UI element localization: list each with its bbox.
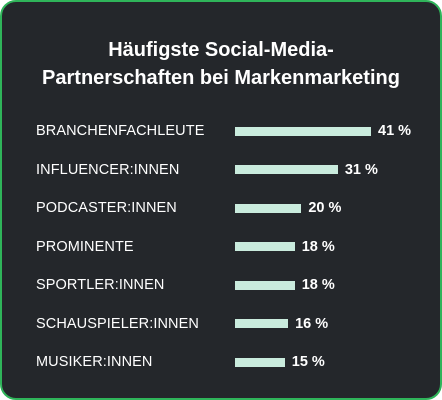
bar: [235, 203, 302, 213]
value-label: 16 %: [295, 315, 329, 332]
category-label: SCHAUSPIELER:INNEN: [36, 315, 199, 332]
bar: [235, 319, 289, 328]
bar: [235, 242, 295, 251]
value-label: 41 %: [378, 123, 412, 139]
category-label: SPORTLER:INNEN: [36, 277, 165, 293]
bar: [235, 280, 295, 290]
value-label: 20 %: [308, 200, 342, 216]
chart-title-line-2: Partnerschaften bei Markenmarketing: [42, 67, 400, 89]
category-label: PODCASTER:INNEN: [36, 200, 177, 216]
chart-title: Häufigste Social-Media- Partnerschaften …: [2, 36, 440, 92]
bar: [235, 126, 371, 136]
category-label: BRANCHENFACHLEUTE: [36, 123, 205, 139]
category-label: MUSIKER:INNEN: [36, 354, 153, 370]
chart-title-line-1: Häufigste Social-Media-: [108, 39, 334, 61]
bar: [235, 357, 285, 367]
value-label: 31 %: [344, 161, 378, 178]
bar: [235, 165, 338, 174]
category-label: INFLUENCER:INNEN: [36, 161, 180, 178]
value-label: 18 %: [301, 238, 335, 255]
value-label: 15 %: [291, 354, 325, 370]
value-label: 18 %: [301, 277, 335, 293]
category-label: PROMINENTE: [36, 238, 134, 255]
